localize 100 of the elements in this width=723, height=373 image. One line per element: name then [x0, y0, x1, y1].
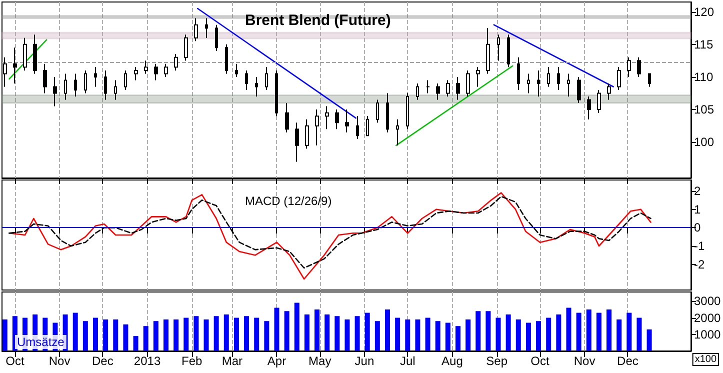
bar: [153, 321, 158, 351]
bar: [486, 311, 491, 351]
candlestick: [497, 34, 500, 62]
bar: [476, 311, 481, 351]
bar: [646, 329, 652, 351]
candlestick: [446, 80, 450, 98]
bar: [354, 316, 360, 351]
candlestick: [486, 28, 490, 74]
candlestick: [53, 76, 57, 107]
candlestick: [607, 82, 611, 100]
bar: [204, 319, 209, 351]
candlestick: [154, 63, 158, 81]
x-tick-label: Sep: [486, 354, 508, 368]
text: MACD (12/26/9): [245, 194, 332, 208]
candlestick: [648, 73, 651, 88]
bar: [314, 309, 320, 351]
candlestick: [174, 54, 178, 71]
candlestick: [295, 122, 299, 162]
bar: [616, 319, 622, 351]
bar: [384, 309, 390, 351]
x-tick-label: Oct: [6, 354, 25, 368]
x-tick-label: Aug: [442, 354, 463, 368]
y-tick-label: 105: [694, 102, 714, 117]
candlestick: [627, 56, 631, 78]
bar: [626, 312, 632, 351]
candlestick: [164, 63, 168, 78]
candlestick: [225, 44, 228, 74]
candlestick: [406, 92, 409, 130]
candlestick: [23, 37, 27, 71]
y-tick-label: 115: [694, 37, 714, 52]
candlestick: [124, 70, 127, 90]
candlestick: [315, 109, 319, 146]
bar: [556, 314, 562, 351]
bar: [606, 309, 612, 351]
candlestick: [537, 70, 540, 98]
bar: [334, 316, 340, 351]
bar: [435, 321, 440, 351]
candlestick: [426, 80, 430, 94]
bar: [304, 314, 310, 351]
candlestick: [436, 82, 440, 100]
y-tick-label: 3000: [694, 294, 722, 308]
y-tick-label: 2000: [694, 310, 722, 325]
candlestick: [144, 60, 148, 74]
candlestick: [33, 34, 37, 74]
candlestick: [356, 116, 359, 140]
bar: [103, 319, 108, 351]
bar: [163, 319, 168, 351]
bar: [566, 308, 572, 351]
bar: [364, 312, 370, 351]
x-tick-label: Mar: [222, 354, 242, 368]
text: x100: [694, 354, 717, 365]
x-tick-label: Nov: [48, 354, 70, 368]
x-tick-label: Apr: [267, 354, 286, 368]
candlestick: [557, 66, 560, 90]
bar: [496, 318, 501, 351]
bar: [395, 318, 400, 351]
candlestick: [577, 76, 581, 104]
candlestick: [507, 34, 510, 68]
bar: [425, 318, 430, 351]
candlestick: [476, 66, 480, 88]
candlestick: [235, 63, 238, 78]
candlestick: [637, 56, 641, 78]
x-tick-label: Jul: [400, 354, 416, 368]
bar: [214, 316, 219, 351]
x-tick-label: Dec: [92, 354, 114, 368]
bar: [546, 318, 552, 351]
line-series: [8, 192, 652, 280]
bar: [344, 319, 350, 351]
candlestick: [345, 109, 349, 133]
candlestick: [74, 73, 77, 98]
bar: [516, 319, 521, 351]
candlestick: [134, 66, 138, 81]
candlestick: [205, 18, 208, 38]
y-tick-label: -2: [694, 257, 705, 272]
bar: [194, 316, 199, 351]
candlestick: [64, 73, 67, 100]
candlestick: [567, 73, 570, 98]
bar: [254, 318, 260, 351]
candlestick: [104, 70, 107, 100]
candlestick: [597, 90, 601, 114]
bar: [586, 309, 592, 351]
y-tick-label: 1000: [694, 327, 722, 342]
text: Brent Blend (Future): [245, 12, 391, 29]
bar: [294, 302, 300, 351]
bar: [445, 322, 450, 351]
candlestick: [456, 76, 460, 100]
bar: [536, 321, 542, 351]
candlestick: [325, 106, 329, 130]
y-tick-label: 1: [694, 202, 701, 216]
candlestick: [114, 80, 117, 100]
bar: [2, 319, 8, 351]
bar: [244, 316, 250, 351]
y-tick-label: 120: [694, 4, 714, 19]
bar: [123, 324, 128, 351]
x-tick-label: Nov: [574, 354, 596, 368]
bar: [455, 326, 460, 351]
candlestick: [43, 63, 47, 94]
x-tick-label: Oct: [530, 354, 550, 368]
bar: [284, 311, 290, 351]
candlestick: [194, 18, 198, 42]
